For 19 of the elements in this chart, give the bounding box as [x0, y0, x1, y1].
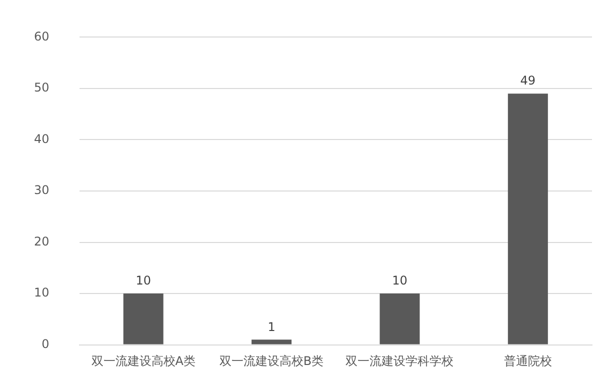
y-tick-label: 60 — [34, 29, 50, 44]
bar — [123, 294, 164, 344]
x-tick-label: 双一流建设高校B类 — [219, 354, 324, 368]
x-tick-label: 普通院校 — [504, 354, 552, 368]
y-tick-label: 20 — [34, 234, 50, 248]
data-label: 10 — [392, 274, 408, 288]
data-label: 10 — [136, 274, 151, 288]
bar — [508, 94, 548, 344]
bar — [380, 294, 420, 344]
y-tick-label: 30 — [34, 183, 50, 198]
y-tick-label: 10 — [34, 286, 50, 300]
bar — [252, 340, 292, 344]
x-tick-label: 双一流建设高校A类 — [91, 354, 196, 368]
x-tick-label: 双一流建设学科学校 — [346, 354, 454, 368]
y-tick-label: 0 — [42, 336, 50, 351]
data-label: 49 — [520, 74, 536, 88]
data-label: 1 — [268, 320, 276, 334]
y-tick-label: 50 — [34, 80, 50, 95]
y-tick-label: 40 — [34, 132, 50, 146]
